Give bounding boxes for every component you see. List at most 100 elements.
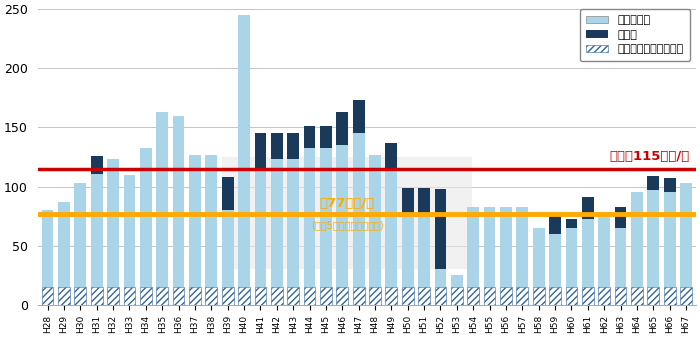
Bar: [648, 190, 659, 287]
Bar: [42, 287, 53, 305]
Bar: [598, 214, 610, 287]
Bar: [648, 287, 659, 305]
Bar: [500, 287, 512, 305]
Bar: [435, 287, 447, 305]
Bar: [435, 189, 447, 269]
Bar: [386, 287, 397, 305]
Bar: [517, 287, 528, 305]
Bar: [648, 176, 659, 190]
Bar: [58, 287, 70, 305]
Bar: [287, 133, 299, 159]
Bar: [91, 156, 103, 174]
Text: 組77億円/年: 組77億円/年: [319, 197, 374, 210]
Bar: [664, 178, 676, 192]
Bar: [418, 287, 430, 305]
Bar: [304, 126, 316, 148]
Bar: [566, 218, 578, 228]
Bar: [255, 169, 266, 287]
Bar: [615, 228, 626, 287]
Bar: [173, 116, 184, 287]
Bar: [156, 112, 168, 287]
Bar: [320, 126, 332, 148]
Bar: [582, 287, 594, 305]
Bar: [287, 159, 299, 287]
Bar: [320, 287, 332, 305]
Bar: [386, 143, 397, 169]
Bar: [680, 183, 692, 287]
Bar: [123, 175, 135, 287]
Bar: [271, 287, 283, 305]
Bar: [337, 145, 348, 287]
Bar: [189, 155, 201, 287]
Bar: [418, 214, 430, 287]
Bar: [140, 287, 152, 305]
Bar: [517, 207, 528, 287]
Bar: [451, 287, 463, 305]
Bar: [369, 287, 381, 305]
FancyBboxPatch shape: [222, 157, 472, 269]
Bar: [156, 287, 168, 305]
Bar: [435, 269, 447, 287]
Bar: [107, 159, 119, 287]
Bar: [91, 287, 103, 305]
Bar: [107, 287, 119, 305]
Bar: [402, 188, 414, 214]
Bar: [566, 228, 578, 287]
Bar: [533, 287, 545, 305]
Bar: [205, 287, 217, 305]
Bar: [664, 287, 676, 305]
Bar: [402, 287, 414, 305]
Bar: [550, 234, 561, 287]
Bar: [222, 287, 234, 305]
Bar: [386, 169, 397, 287]
Text: 平均：115億円/年: 平均：115億円/年: [609, 150, 690, 163]
Bar: [123, 287, 135, 305]
Bar: [222, 210, 234, 287]
Bar: [91, 174, 103, 287]
Bar: [484, 287, 496, 305]
Bar: [205, 155, 217, 287]
Bar: [238, 15, 250, 287]
Bar: [369, 155, 381, 287]
Bar: [304, 148, 316, 287]
Bar: [74, 183, 86, 287]
Bar: [500, 207, 512, 287]
Bar: [304, 287, 316, 305]
Bar: [238, 287, 250, 305]
Bar: [631, 287, 643, 305]
Bar: [255, 133, 266, 169]
Bar: [598, 287, 610, 305]
Bar: [58, 202, 70, 287]
Bar: [484, 207, 496, 287]
Bar: [631, 192, 643, 287]
Bar: [566, 287, 578, 305]
Bar: [582, 218, 594, 287]
Bar: [42, 210, 53, 287]
Bar: [402, 214, 414, 287]
Bar: [680, 287, 692, 305]
Bar: [271, 133, 283, 159]
Bar: [468, 287, 479, 305]
Bar: [418, 188, 430, 214]
Legend: 大規模改修, 建替え, 更新（インフラ施設）: 大規模改修, 建替え, 更新（インフラ施設）: [580, 9, 690, 61]
Bar: [337, 287, 348, 305]
Bar: [550, 287, 561, 305]
Bar: [533, 228, 545, 287]
Bar: [287, 287, 299, 305]
Bar: [74, 287, 86, 305]
Bar: [337, 112, 348, 145]
Bar: [615, 287, 626, 305]
Bar: [468, 207, 479, 287]
Bar: [255, 287, 266, 305]
Bar: [271, 159, 283, 287]
Bar: [582, 197, 594, 218]
Bar: [222, 177, 234, 210]
Bar: [664, 192, 676, 287]
Text: (直近5年間の投入実績顕): (直近5年間の投入実績顕): [311, 220, 384, 230]
Bar: [353, 100, 365, 133]
Bar: [615, 207, 626, 228]
Bar: [189, 287, 201, 305]
Bar: [451, 275, 463, 287]
Bar: [353, 287, 365, 305]
Bar: [140, 148, 152, 287]
